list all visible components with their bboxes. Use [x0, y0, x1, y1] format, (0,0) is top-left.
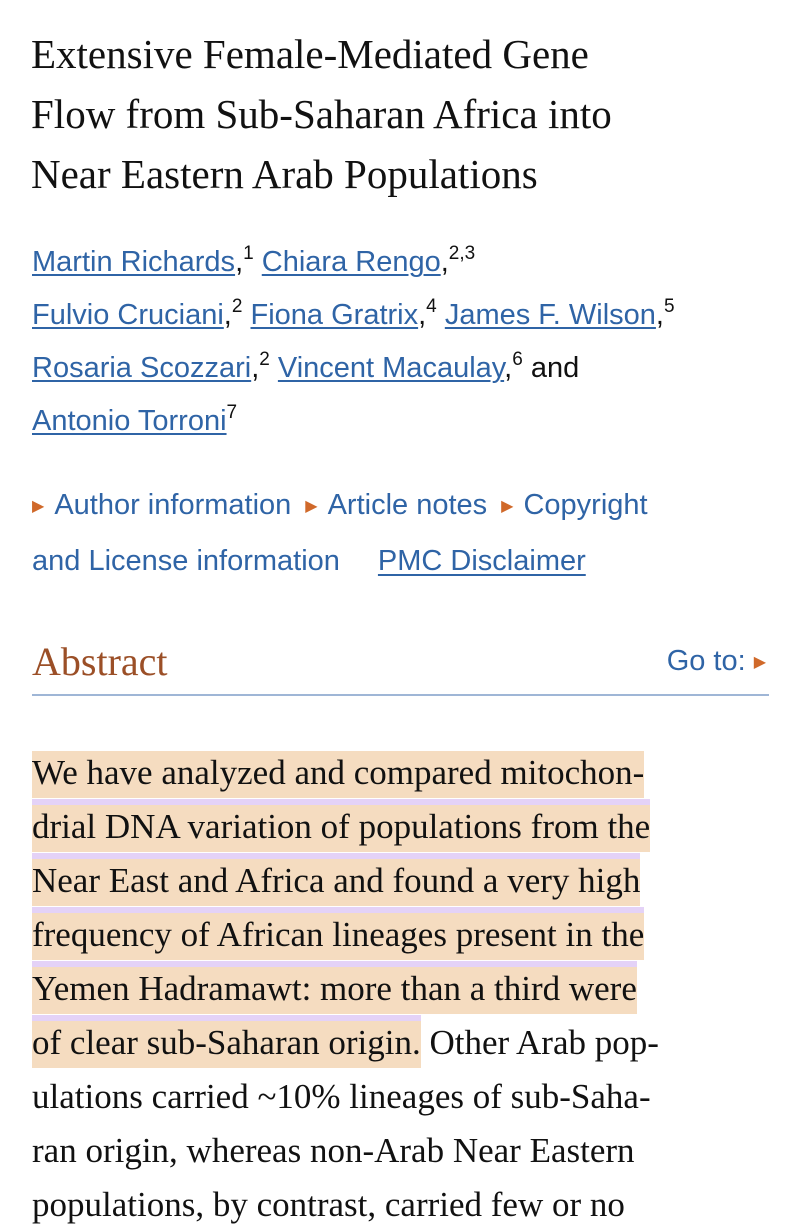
title-line: Near Eastern Arab Populations	[31, 151, 538, 197]
abstract-text-segment: populations, by contrast, carried few or…	[32, 1185, 625, 1224]
title-line: Flow from Sub-Saharan Africa into	[31, 91, 612, 137]
author-link[interactable]: Rosaria Scozzari	[32, 352, 252, 384]
highlighted-text: We have analyzed and compared mitochon-	[32, 751, 645, 798]
author-link[interactable]: James F. Wilson	[444, 299, 656, 331]
goto-menu[interactable]: Go to: ▶	[667, 645, 766, 678]
affiliation-ref[interactable]: 1	[243, 243, 254, 264]
abstract-text-segment: ran origin, whereas non-Arab Near Easter…	[32, 1131, 635, 1170]
abstract-line: frequency of African lineages present in…	[32, 908, 659, 962]
abstract-line: Yemen Hadramawt: more than a third were	[32, 962, 659, 1016]
abstract-text-segment: ulations carried ~10% lineages of sub-Sa…	[32, 1077, 651, 1116]
highlighted-text: of clear sub-Saharan origin.	[32, 1021, 421, 1068]
author-link[interactable]: Fiona Gratrix	[250, 299, 419, 331]
abstract-line: drial DNA variation of populations from …	[32, 800, 659, 854]
article-meta-links: ▶ Author information ▶ Article notes ▶ Copyri…	[32, 478, 772, 589]
author-information-toggle[interactable]: Author information	[54, 489, 292, 521]
author-link[interactable]: Fulvio Cruciani	[32, 299, 224, 331]
highlighted-text: drial DNA variation of populations from …	[32, 805, 651, 852]
copyright-toggle-continued[interactable]: and License information	[32, 545, 340, 577]
abstract-line: ran origin, whereas non-Arab Near Easter…	[32, 1124, 659, 1178]
abstract-line: Near East and Africa and found a very hi…	[32, 854, 659, 908]
triangle-right-icon: ▶	[501, 498, 514, 515]
triangle-right-icon: ▶	[32, 498, 45, 515]
abstract-heading: Abstract	[32, 639, 168, 684]
author-link[interactable]: Martin Richards	[32, 246, 236, 278]
pmc-disclaimer-link[interactable]: PMC Disclaimer	[377, 545, 586, 577]
goto-label[interactable]: Go to:	[666, 645, 746, 677]
author-list: Martin Richards,1 Chiara Rengo,2,3 Fulvi…	[32, 243, 675, 437]
triangle-right-icon: ▶	[753, 654, 766, 671]
abstract-text-segment: Other Arab pop-	[420, 1023, 659, 1062]
affiliation-ref[interactable]: 2	[231, 296, 243, 317]
abstract-line: of clear sub-Saharan origin. Other Arab …	[32, 1016, 659, 1070]
highlighted-text: frequency of African lineages present in…	[32, 913, 645, 960]
highlighted-text: Yemen Hadramawt: more than a third were	[32, 967, 637, 1014]
author-link[interactable]: Antonio Torroni	[32, 405, 227, 437]
abstract-text: We have analyzed and compared mitochon-d…	[32, 746, 659, 1232]
abstract-line: We have analyzed and compared mitochon-	[32, 746, 659, 800]
affiliation-ref[interactable]: 6	[512, 349, 523, 370]
title-line: Extensive Female-Mediated Gene	[31, 31, 589, 77]
article-notes-toggle[interactable]: Article notes	[327, 489, 488, 521]
abstract-line: ulations carried ~10% lineages of sub-Sa…	[32, 1070, 659, 1124]
author-link[interactable]: Chiara Rengo	[261, 246, 441, 278]
affiliation-ref[interactable]: 4	[426, 296, 437, 317]
highlighted-text: Near East and Africa and found a very hi…	[32, 859, 641, 906]
copyright-toggle[interactable]: Copyright	[523, 489, 648, 521]
author-link[interactable]: Vincent Macaulay	[277, 352, 505, 384]
and-text: and	[530, 352, 580, 384]
section-divider	[32, 694, 769, 696]
triangle-right-icon: ▶	[305, 498, 318, 515]
affiliation-ref[interactable]: 7	[226, 402, 238, 423]
affiliation-ref[interactable]: 2,3	[448, 243, 476, 264]
affiliation-ref[interactable]: 5	[663, 296, 675, 317]
abstract-line: populations, by contrast, carried few or…	[32, 1178, 659, 1232]
article-title: Extensive Female-Mediated Gene Flow from…	[31, 24, 612, 204]
affiliation-ref[interactable]: 2	[259, 349, 270, 370]
